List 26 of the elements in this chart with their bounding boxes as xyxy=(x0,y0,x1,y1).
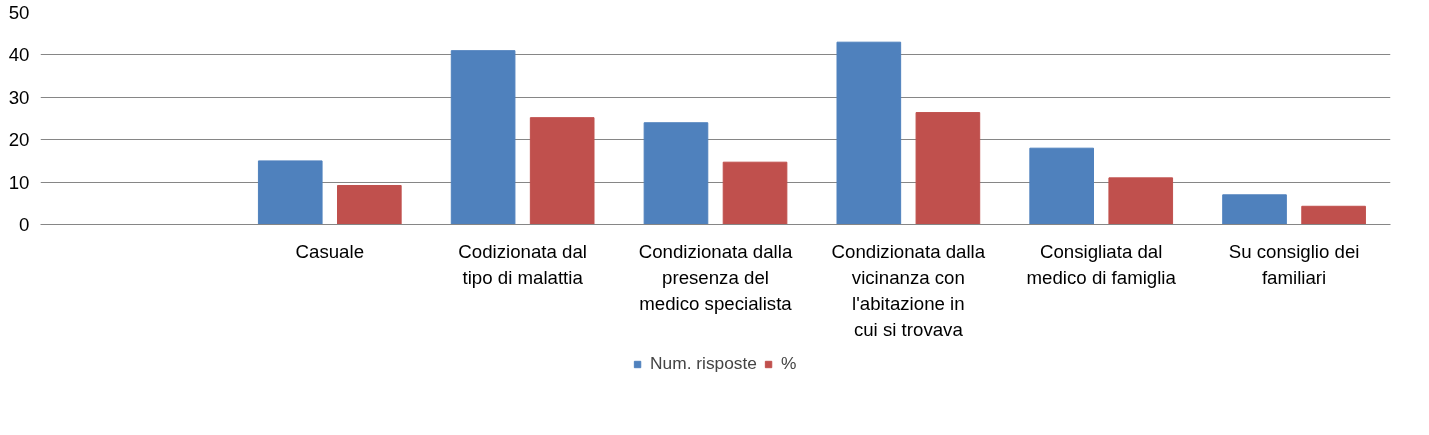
bar xyxy=(257,160,323,225)
bar xyxy=(1029,147,1094,225)
y-tick-label: 10 xyxy=(8,171,30,193)
bar xyxy=(1108,177,1174,225)
bar xyxy=(1222,194,1287,225)
bar xyxy=(450,50,516,225)
legend-label: % xyxy=(780,353,798,374)
bar xyxy=(836,41,902,225)
y-tick-label: 50 xyxy=(8,2,30,23)
y-tick-label: 0 xyxy=(19,214,30,235)
x-tick-label: Casuale xyxy=(295,240,365,262)
x-tick-label: Codizionata dal tipo di malattia xyxy=(458,240,587,288)
x-tick-label: Condizionata dalla presenza del medico specialista xyxy=(638,240,793,315)
y-tick-label: 20 xyxy=(8,129,30,151)
y-tick-label: 40 xyxy=(8,44,30,66)
x-tick-label: Condizionata dalla vicinanza con l'abitazione in cui si trovava xyxy=(831,240,986,341)
legend-label: Num. risposte xyxy=(650,353,757,374)
x-tick-label: Consigliata dal medico di famiglia xyxy=(1026,240,1177,288)
bar xyxy=(337,184,402,225)
bar xyxy=(1301,205,1366,225)
bar xyxy=(529,117,595,225)
bar xyxy=(915,112,981,225)
x-tick-label: Su consiglio dei familiari xyxy=(1228,240,1360,288)
y-tick-label: 30 xyxy=(8,86,30,108)
bar xyxy=(722,161,788,225)
bar xyxy=(643,122,709,225)
